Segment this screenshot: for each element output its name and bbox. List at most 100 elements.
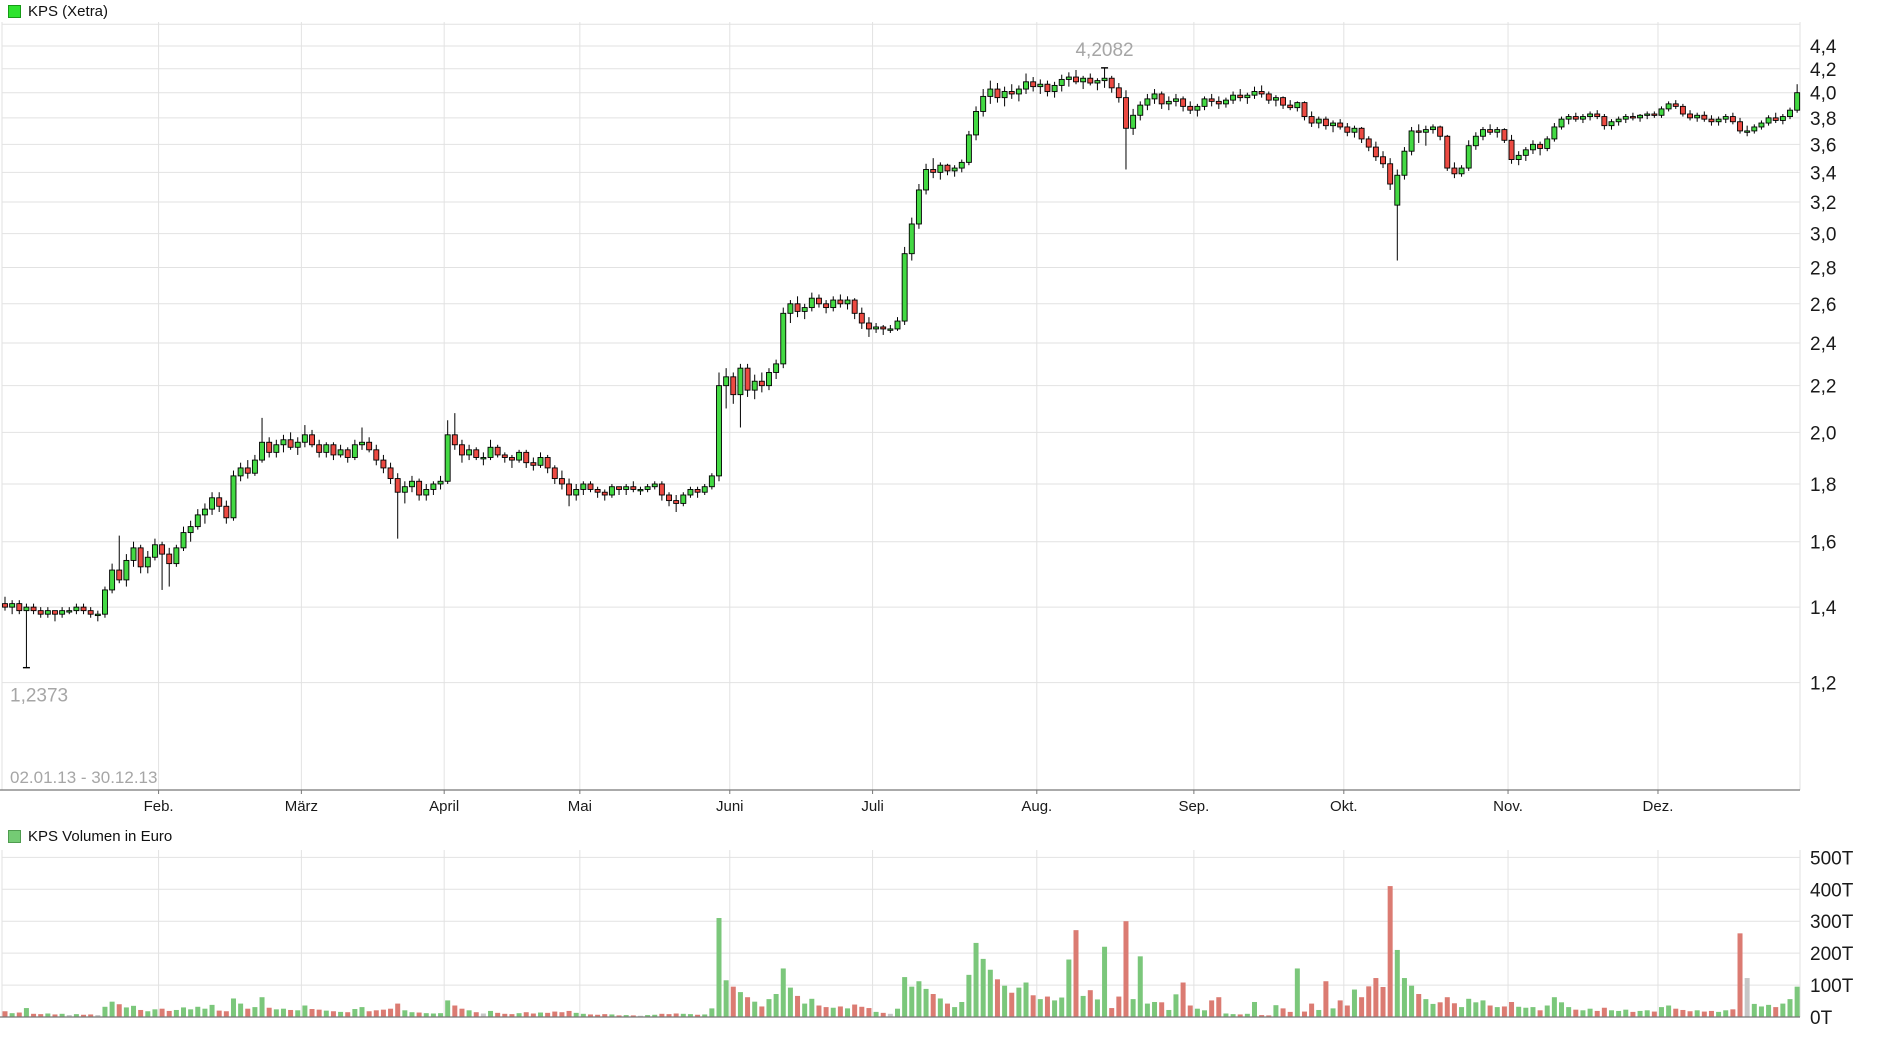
candle-body [216,497,223,507]
volume-bar [1430,1003,1436,1017]
candle-body [1115,87,1122,99]
candle-body [501,454,508,458]
volume-bar [1044,996,1050,1017]
volume-bar [45,1013,51,1017]
volume-bar [752,1001,758,1017]
candle-body [1422,129,1429,133]
candle-body [1458,167,1465,175]
candle-body [1265,93,1272,101]
volume-bar [1530,1007,1536,1017]
volume-bar [1780,1003,1786,1017]
volume-bar [730,986,736,1017]
month-label: Okt. [1330,798,1358,815]
candle-body [1315,118,1322,124]
candle-body [1415,130,1422,133]
volume-chart-title: KPS Volumen in Euro [28,828,173,845]
volume-bar [359,1007,365,1017]
volume-bar [595,1014,601,1017]
price-chart-legend: KPS (Xetra) [8,3,108,20]
candle-body [1544,138,1551,149]
volume-bar [445,1000,451,1017]
candle-body [687,489,694,496]
volume-bar [1037,999,1043,1017]
candle-body [166,553,173,565]
volume-bar [1330,1008,1336,1017]
volume-bar [95,1015,101,1017]
candle-body [437,480,444,485]
candle-body [1394,174,1401,206]
volume-bar [823,1007,829,1017]
candle-body [1108,77,1115,89]
candle-body [1080,77,1087,83]
candle-body [908,223,915,255]
month-label: Nov. [1493,798,1523,815]
volume-bar [280,1008,286,1017]
volume-bar [516,1013,522,1017]
volume-bar [1309,1003,1315,1017]
volume-bar [1116,996,1122,1017]
volume-bar [473,1012,479,1017]
volume-bar [523,1012,529,1017]
candle-body [301,434,308,443]
volume-bar [816,1005,822,1017]
candle-body [230,475,237,519]
volume-bar [1773,1007,1779,1017]
volume-bar [345,1012,351,1017]
price-axis-label: 2,2 [1810,377,1836,398]
candle-body [1173,98,1179,102]
volume-bar [787,987,793,1017]
price-axis-label: 4,2 [1810,60,1836,81]
volume-axis-label: 200T [1810,944,1854,965]
month-label: April [429,798,459,815]
volume-bar [1544,1005,1550,1017]
volume-bar [1344,1005,1350,1017]
candle-body [244,467,251,474]
candle-body [551,467,558,480]
volume-bar [1501,1006,1507,1017]
volume-bar [1651,1011,1657,1017]
volume-bar [573,1012,579,1017]
candle-body [373,449,380,461]
volume-bar [302,1005,308,1017]
candle-body [444,434,451,482]
price-chart-title: KPS (Xetra) [28,3,109,20]
candle-body [423,489,430,496]
volume-bar [1323,981,1329,1017]
candle-body [1772,117,1779,121]
candle-body [1015,88,1022,95]
volume-bar [916,981,922,1017]
candle-body [1594,113,1601,118]
candle-body [730,376,737,396]
candle-body [451,434,458,446]
volume-bar [609,1014,615,1017]
volume-bar [409,1012,415,1017]
candle-body [1480,129,1486,137]
candle-body [1694,114,1701,119]
candle-body [1672,103,1679,107]
volume-bar [623,1015,629,1017]
price-axis-label: 3,6 [1810,135,1836,156]
candle-body [1665,103,1672,110]
volume-bar [423,1013,429,1017]
volume-bar [845,1008,851,1017]
volume-bar [780,968,786,1017]
volume-bar [152,1009,158,1017]
candle-body [1287,104,1294,109]
candle-body [109,569,116,591]
chart-annotations: 4,2082 1,2373 02.01.13 - 30.12.13 [10,40,1134,787]
candle-body [1301,102,1308,118]
volume-bar [1666,1005,1672,1017]
candle-body [201,508,208,516]
candle-body [830,299,837,309]
candle-body [1351,127,1358,133]
volume-bar [602,1014,608,1017]
candle-body [1637,114,1644,119]
candle-body [294,441,301,448]
candle-body [1508,139,1515,160]
volume-bar [973,942,979,1017]
candle-body [1472,135,1479,147]
volume-bar [745,997,751,1017]
candle-body [1501,129,1508,141]
candle-body [1208,98,1215,102]
